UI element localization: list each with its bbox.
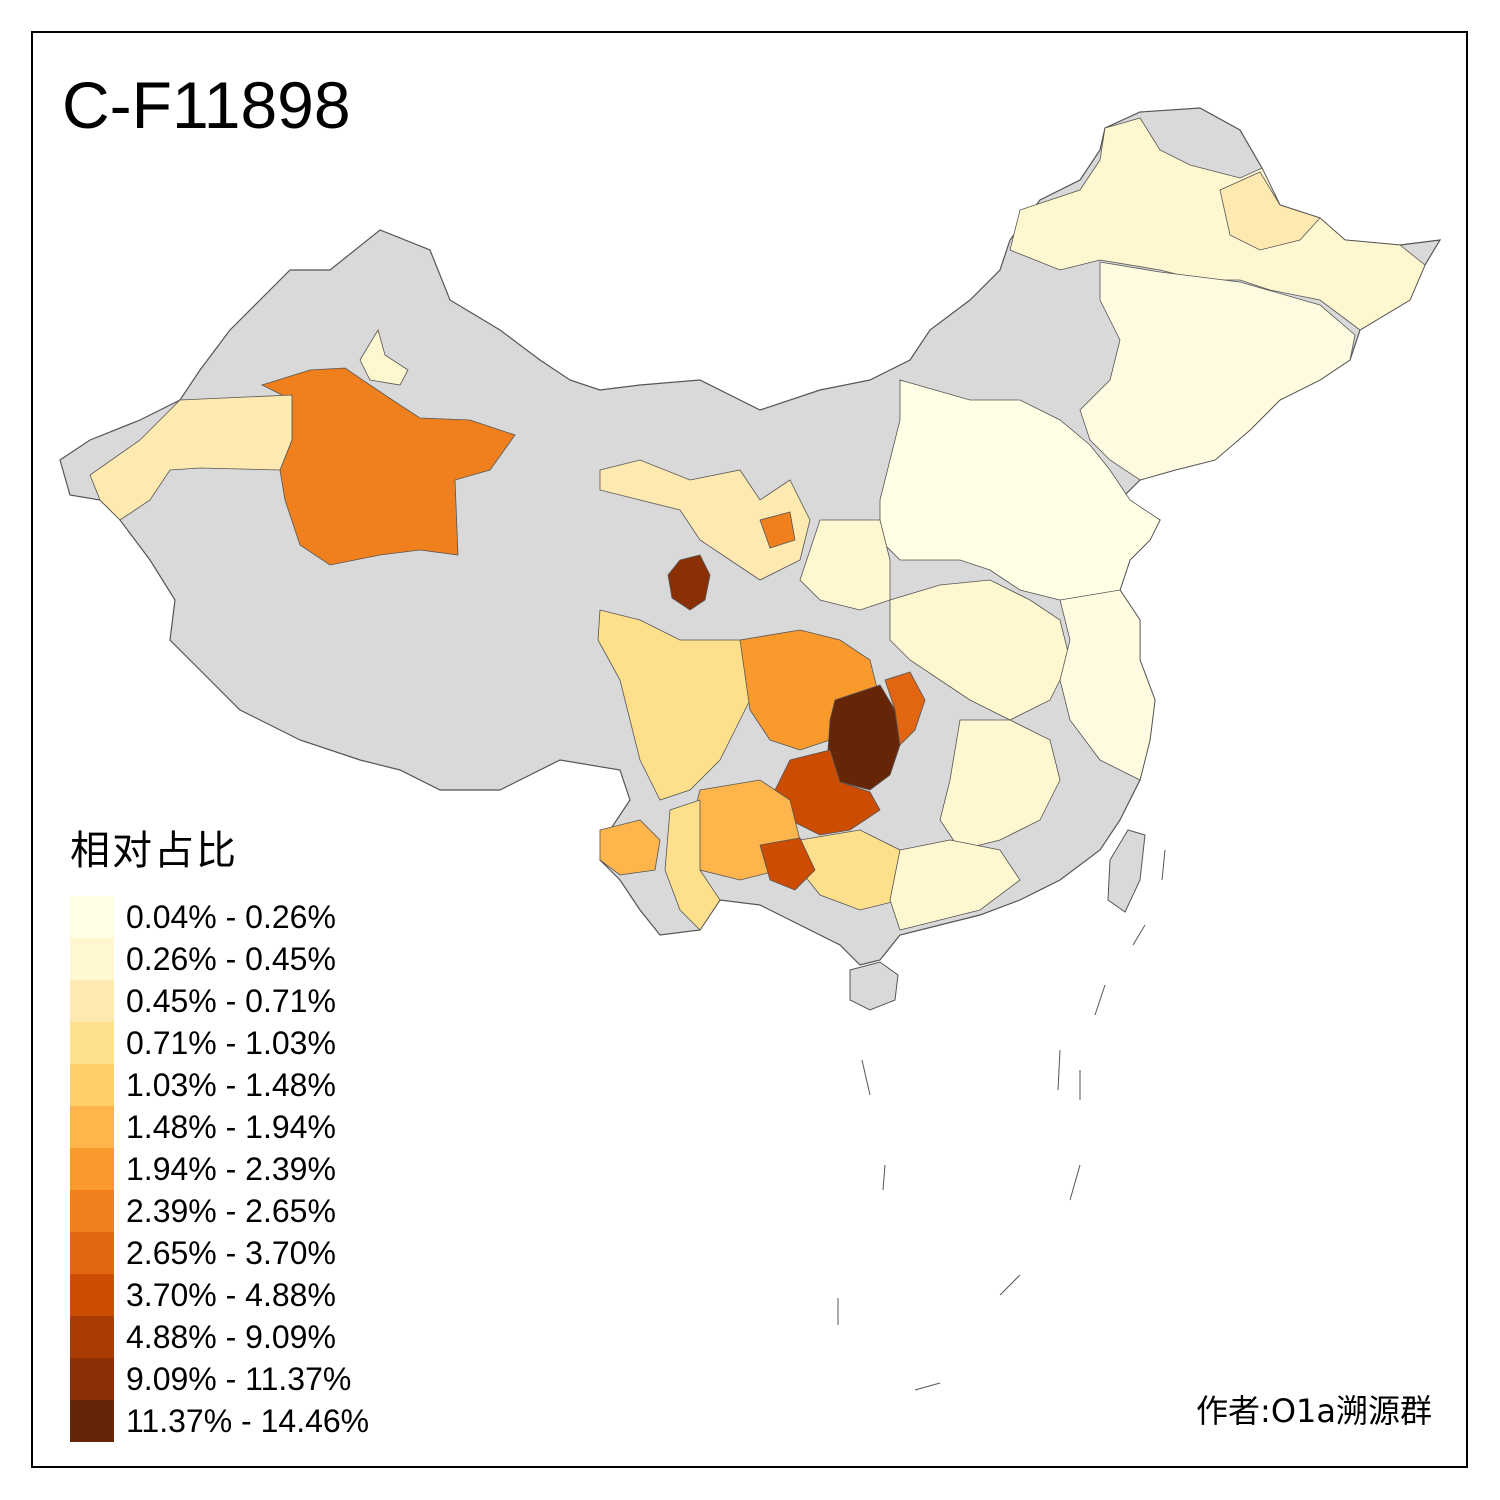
legend-swatch [70,1400,114,1442]
legend-label: 0.26% - 0.45% [126,940,336,977]
region-xj-west [89,394,293,521]
legend-label: 2.65% - 3.70% [126,1234,336,1271]
legend-list: 0.04% - 0.26% 0.26% - 0.45% 0.45% - 0.71… [70,896,369,1442]
region-jiangxi-fujian [939,719,1061,851]
legend-swatch [70,1148,114,1190]
legend-label: 2.39% - 2.65% [126,1192,336,1229]
region-sichuan-west [597,609,761,801]
legend-swatch [70,938,114,980]
region-heilongjiang [1009,117,1426,331]
region-jilin-liaoning [1079,261,1356,481]
map-title: C-F11898 [62,68,351,142]
region-gansu-ningxia [599,459,811,581]
region-jiangsu-zhejiang [1059,589,1156,781]
legend-swatch [70,1190,114,1232]
legend-item: 0.45% - 0.71% [70,980,369,1022]
legend-swatch [70,1022,114,1064]
legend-label: 1.94% - 2.39% [126,1150,336,1187]
legend-swatch [70,896,114,938]
region-guangdong [889,839,1021,931]
south-sea-islands [837,849,1166,1391]
legend-label: 0.04% - 0.26% [126,898,336,935]
legend-title: 相对占比 [70,828,238,874]
legend-item: 0.71% - 1.03% [70,1022,369,1064]
legend-label: 9.09% - 11.37% [126,1360,352,1397]
region-yunnan-central [664,799,721,931]
legend-label: 0.71% - 1.03% [126,1024,336,1061]
region-qinghai-dark [667,554,711,611]
region-gansu-spot [759,511,796,549]
legend-item: 2.65% - 3.70% [70,1232,369,1274]
region-shaanxi-shanxi [799,519,891,611]
region-xj-north [260,367,516,566]
author-credit: 作者:O1a溯源群 [1196,1392,1432,1430]
legend-item: 0.04% - 0.26% [70,896,369,938]
legend-item: 1.94% - 2.39% [70,1148,369,1190]
legend-item: 9.09% - 11.37% [70,1358,369,1400]
legend-label: 11.37% - 14.46% [126,1402,370,1439]
legend-item: 1.48% - 1.94% [70,1106,369,1148]
legend-swatch [70,1232,114,1274]
legend-item: 1.03% - 1.48% [70,1064,369,1106]
legend-item: 11.37% - 14.46% [70,1400,369,1442]
legend-item: 0.26% - 0.45% [70,938,369,980]
taiwan-island [1107,829,1146,913]
map-frame [31,31,1468,1468]
hainan-island [849,961,899,1011]
legend-label: 1.48% - 1.94% [126,1108,336,1145]
legend-swatch [70,1358,114,1400]
region-xj-north2 [359,328,409,386]
legend-swatch [70,980,114,1022]
legend-swatch [70,1106,114,1148]
legend-label: 4.88% - 9.09% [126,1318,336,1355]
region-core-east [884,671,926,746]
region-henan-hubei [889,579,1071,721]
legend-swatch [70,1274,114,1316]
region-chongqing-hunan-core [827,684,901,791]
legend-label: 3.70% - 4.88% [126,1276,336,1313]
legend-swatch [70,1316,114,1358]
region-guangxi-south [759,837,816,891]
legend: 相对占比 0.04% - 0.26% 0.26% - 0.45% 0.45% -… [70,818,369,1442]
legend-item: 2.39% - 2.65% [70,1190,369,1232]
region-yunnan-west [599,819,661,876]
legend-item: 3.70% - 4.88% [70,1274,369,1316]
legend-label: 1.03% - 1.48% [126,1066,336,1103]
legend-label: 0.45% - 0.71% [126,982,336,1019]
region-inner-mongolia-east [1219,171,1321,251]
legend-swatch [70,1064,114,1106]
legend-item: 4.88% - 9.09% [70,1316,369,1358]
